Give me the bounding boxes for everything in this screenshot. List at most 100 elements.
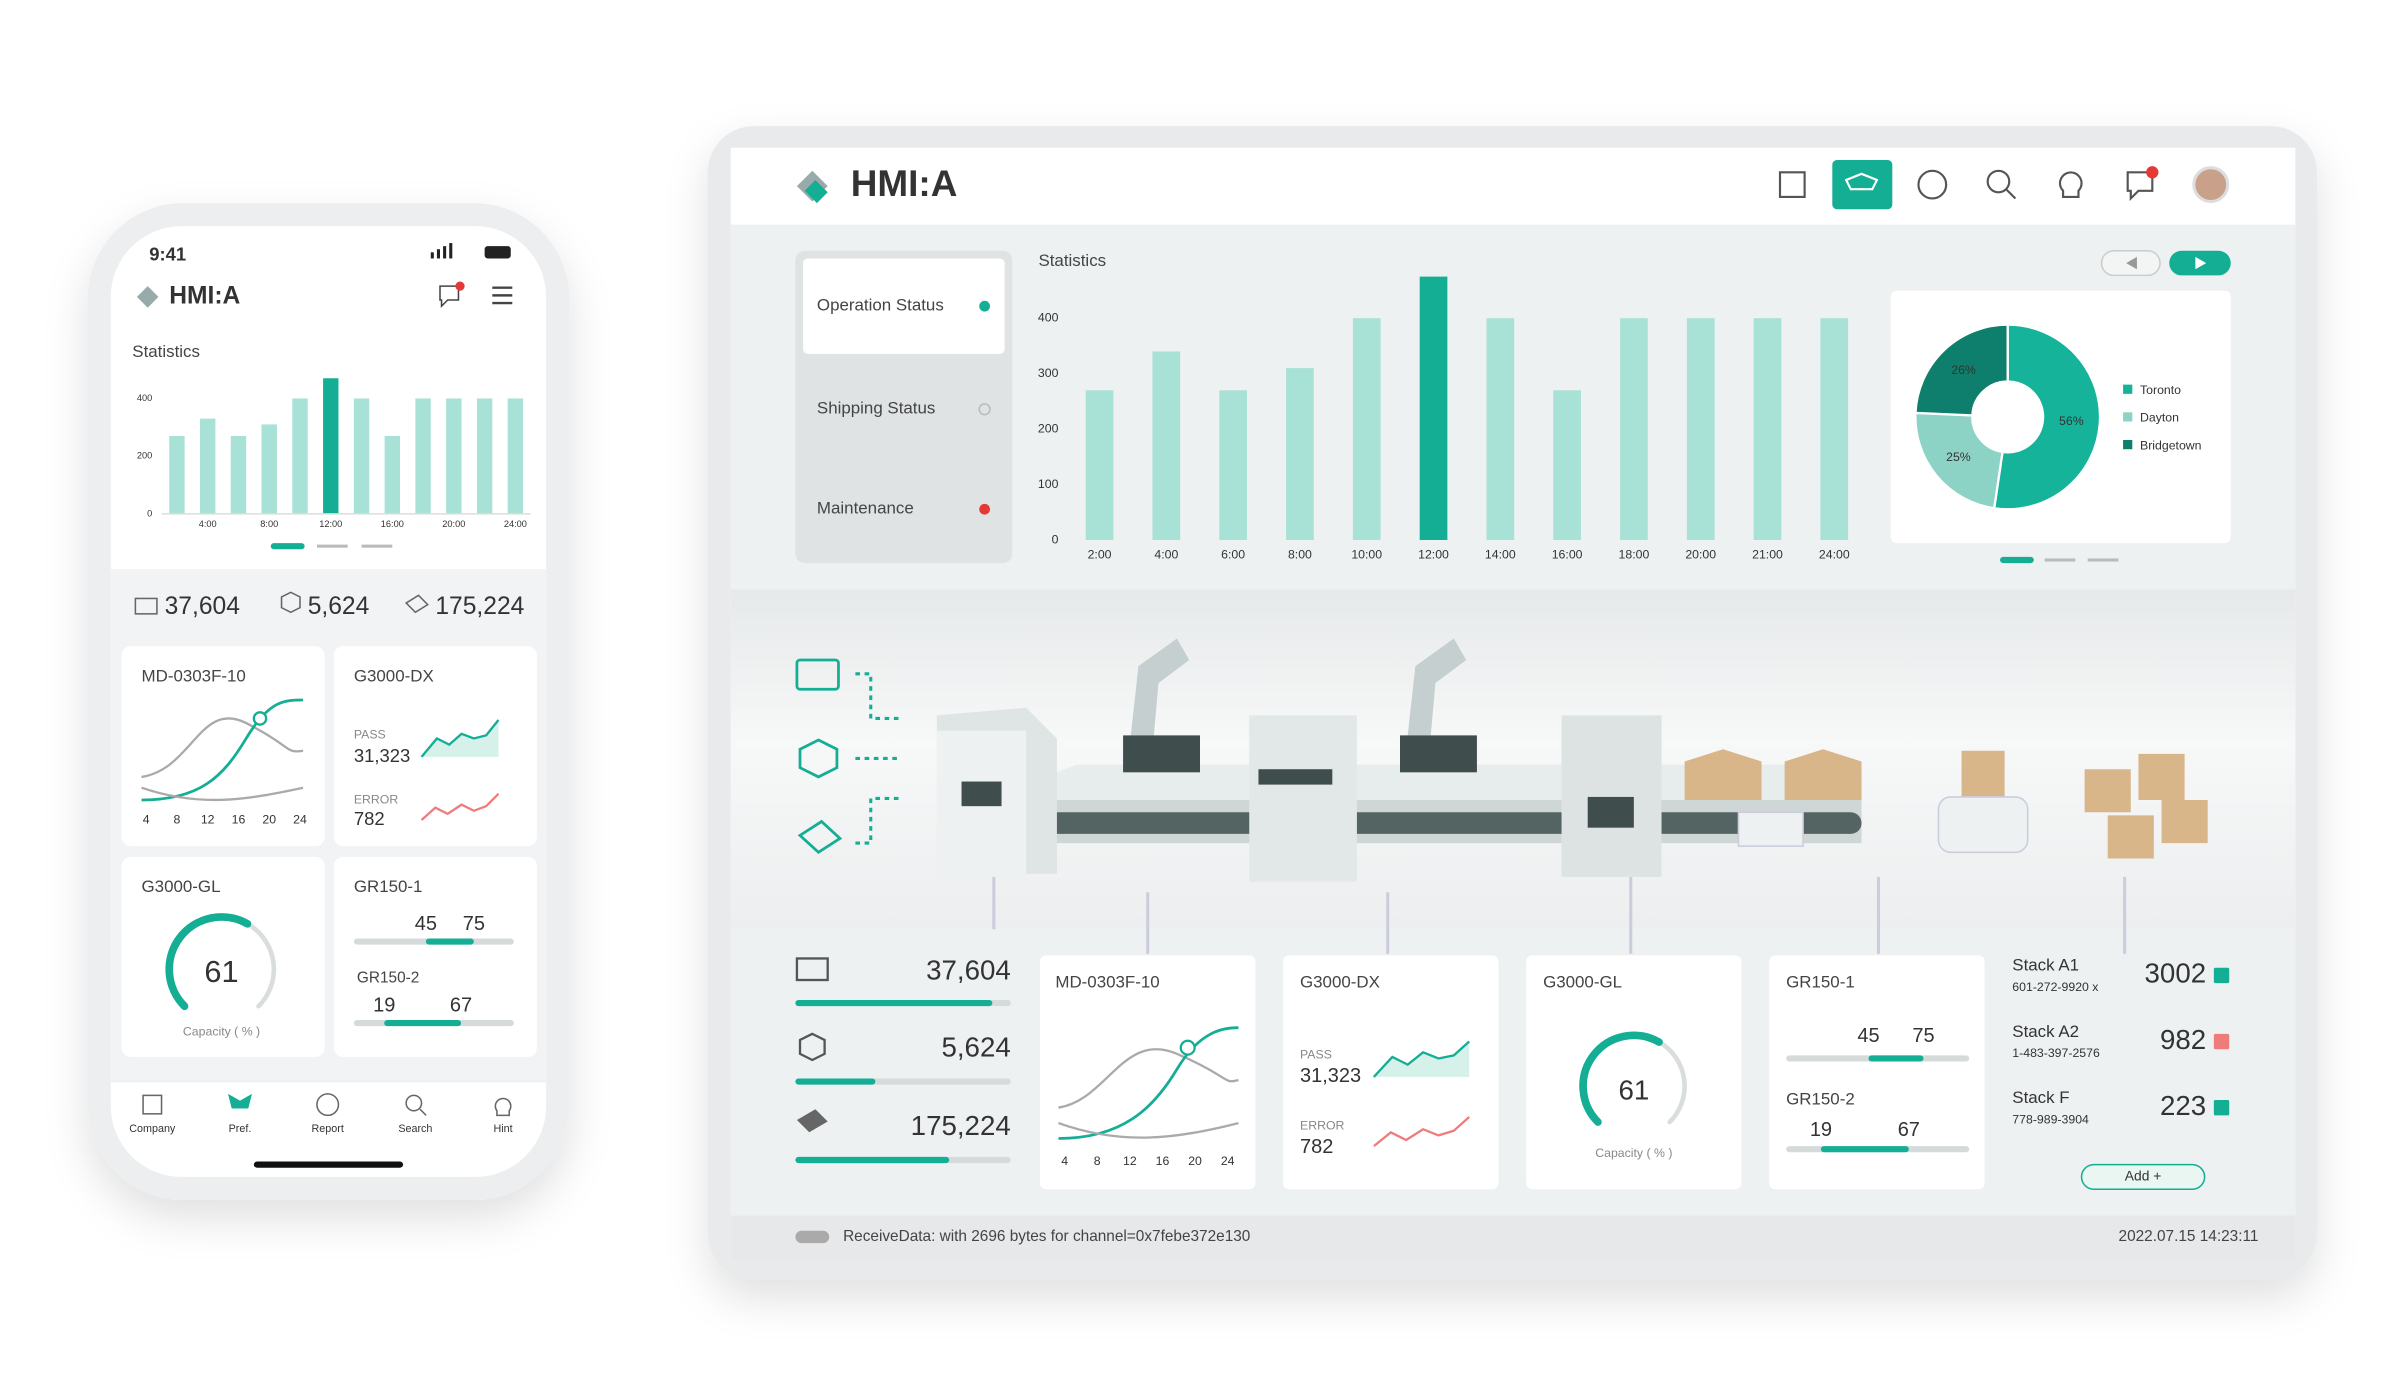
add-button[interactable] (2080, 1163, 2206, 1190)
decor (1130, 638, 1190, 736)
decor (253, 1161, 404, 1168)
nav-label[interactable]: Search (398, 1123, 432, 1135)
stack-value: 3002 (2145, 958, 2207, 989)
chart-title: Statistics (132, 342, 200, 361)
decor (1179, 1039, 1196, 1056)
slice-label: 56% (2059, 414, 2084, 428)
nav-label[interactable]: Report (312, 1123, 344, 1135)
decor: GR150-1 (354, 877, 423, 896)
decor (404, 594, 429, 614)
nav-label[interactable]: Pref. (229, 1123, 252, 1135)
menu-item[interactable]: Operation Status (817, 296, 944, 315)
decor[interactable] (1917, 169, 1948, 200)
decor (316, 1093, 340, 1117)
add-label[interactable]: Add + (2125, 1168, 2162, 1184)
y-tick-label: 0 (147, 508, 152, 518)
stat: 37,604 (926, 955, 1011, 986)
decor (2161, 800, 2208, 844)
decor (1769, 955, 1985, 1190)
bar (1152, 351, 1181, 540)
decor: Capacity ( % ) (1595, 1146, 1672, 1160)
stat-icons (795, 957, 829, 1133)
bar (1419, 276, 1448, 540)
stack-name: Stack A2 (2012, 1022, 2079, 1041)
logo: HMI:A (169, 282, 240, 309)
logo: HMI:A (851, 163, 958, 204)
decor (1587, 796, 1634, 828)
decor[interactable] (1832, 160, 1893, 210)
decor[interactable] (1778, 171, 1806, 198)
decor[interactable] (1986, 169, 2011, 194)
menu-item[interactable]: Maintenance (817, 499, 914, 518)
decor: 31,323 (354, 745, 410, 766)
x-tick-label: 14:00 (1485, 548, 1516, 562)
x-tick-label: 24 (293, 812, 307, 826)
group (855, 672, 899, 845)
decor (2005, 188, 2017, 200)
stack-phone: 778-989-3904 (2012, 1112, 2089, 1126)
decor (1373, 1116, 1471, 1148)
stat: 5,624 (308, 593, 370, 620)
stack-name: Stack F (2012, 1088, 2069, 1107)
nav-label[interactable]: Company (129, 1123, 176, 1135)
decor (730, 929, 2296, 1216)
decor (1526, 955, 1742, 1190)
decor (796, 1109, 828, 1133)
x-tick-label: 16 (1156, 1154, 1170, 1168)
decor (1684, 749, 1762, 800)
decor (1123, 735, 1200, 773)
decor (795, 1230, 830, 1244)
decor (361, 544, 393, 548)
menu-item[interactable]: Shipping Status (817, 399, 935, 418)
nav-label[interactable]: Hint (494, 1123, 513, 1135)
menu-icon[interactable] (492, 286, 513, 305)
x-tick-label: 24:00 (504, 519, 527, 529)
pie: 56% Toronto 25% Dayton 26% Bridgetown (1914, 323, 2202, 511)
decor (2107, 815, 2154, 859)
bar (261, 424, 277, 514)
decor: G3000-DX (1300, 973, 1380, 992)
pie-slice (1914, 323, 2009, 417)
decor (2146, 166, 2159, 179)
decor (280, 591, 301, 614)
legend-label: Toronto (2140, 383, 2181, 397)
legend-swatch (2123, 412, 2133, 422)
bar (1820, 318, 1849, 540)
x-tick-label: 12:00 (319, 519, 342, 529)
bar (1486, 318, 1515, 540)
decor: G3000-DX (354, 666, 434, 685)
decor (978, 403, 991, 416)
x-tick-label: 8 (1094, 1154, 1101, 1168)
y-tick-label: 0 (1052, 532, 1059, 546)
decor: PASS (354, 728, 386, 742)
decor (1258, 769, 1333, 785)
stack-icon (2213, 967, 2230, 984)
x-tick-label: 16 (232, 812, 246, 826)
nav: Company Pref. Report Search Hint (129, 1123, 512, 1135)
legend-swatch (2123, 440, 2133, 450)
x-tick-label: 12 (1123, 1154, 1137, 1168)
stack-phone: 1-483-397-2576 (2012, 1046, 2100, 1060)
decor (795, 658, 840, 691)
decor (333, 856, 537, 1057)
x-tick-label: 20:00 (1685, 548, 1716, 562)
range-label: 67 (450, 994, 472, 1016)
avatar[interactable] (2192, 166, 2230, 204)
decor (855, 796, 899, 845)
stack-phone: 601-272-9920 x (2012, 980, 2099, 994)
status: ReceiveData: with 2696 bytes for channel… (843, 1228, 1250, 1245)
menu-item-active[interactable] (803, 258, 1005, 354)
gauge (165, 913, 277, 1011)
slice-label: 25% (1946, 450, 1971, 464)
stat: 175,224 (911, 1110, 1011, 1141)
decor (1372, 1040, 1471, 1078)
bar (1553, 390, 1581, 540)
decor (420, 793, 500, 821)
gauge-track (1656, 1039, 1687, 1125)
decor (1058, 1026, 1239, 1140)
status-bar (730, 1215, 2296, 1259)
decor: GR150-1 (1786, 973, 1855, 992)
bar (1286, 368, 1314, 540)
decor (419, 1108, 427, 1116)
decor[interactable] (2058, 171, 2083, 198)
